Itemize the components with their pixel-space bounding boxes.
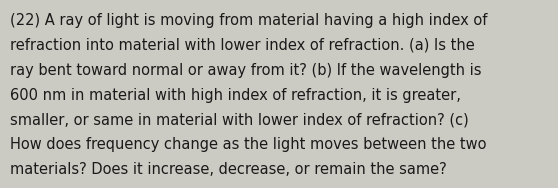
- Text: 600 nm in material with high index of refraction, it is greater,: 600 nm in material with high index of re…: [10, 88, 461, 103]
- Text: (22) A ray of light is moving from material having a high index of: (22) A ray of light is moving from mater…: [10, 13, 488, 28]
- Text: refraction into material with lower index of refraction. (a) Is the: refraction into material with lower inde…: [10, 38, 475, 53]
- Text: materials? Does it increase, decrease, or remain the same?: materials? Does it increase, decrease, o…: [10, 162, 447, 177]
- Text: ray bent toward normal or away from it? (b) If the wavelength is: ray bent toward normal or away from it? …: [10, 63, 482, 78]
- Text: smaller, or same in material with lower index of refraction? (c): smaller, or same in material with lower …: [10, 112, 469, 127]
- Text: How does frequency change as the light moves between the two: How does frequency change as the light m…: [10, 137, 487, 152]
